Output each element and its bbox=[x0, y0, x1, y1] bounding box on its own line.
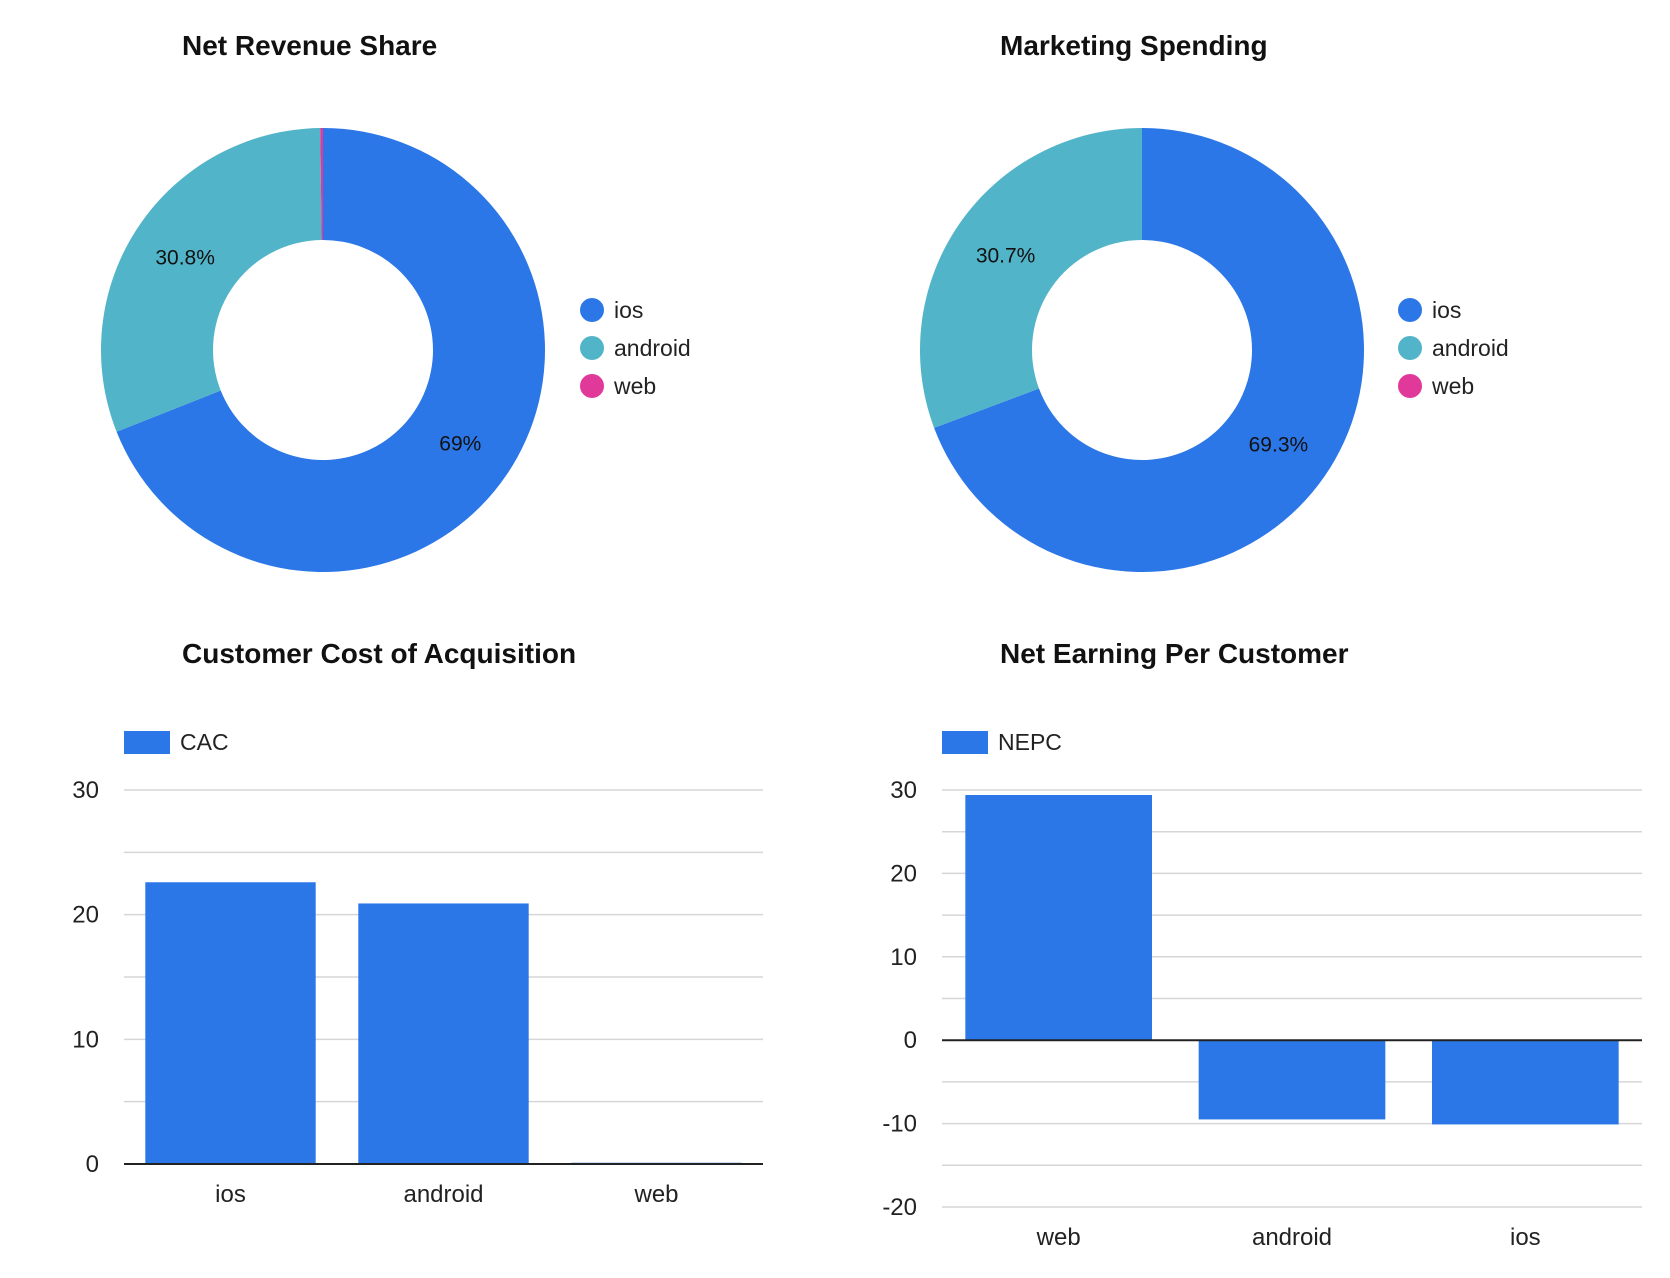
slice-label-ios: 69.3% bbox=[1249, 434, 1309, 457]
legend-label: android bbox=[614, 334, 691, 361]
y-tick-label: 0 bbox=[904, 1027, 917, 1054]
cac-legend: CAC bbox=[124, 723, 229, 761]
marketing-spending-title: Marketing Spending bbox=[1000, 30, 1268, 61]
y-tick-label: 10 bbox=[890, 944, 917, 971]
legend-label: NEPC bbox=[998, 728, 1062, 755]
legend-label: web bbox=[1432, 372, 1475, 399]
bar-android bbox=[1198, 1040, 1386, 1120]
x-tick-label: ios bbox=[1510, 1224, 1541, 1251]
legend-item-web: web bbox=[580, 367, 691, 405]
revenue-share-panel: Net Revenue Share 69% 30.8% ios android w… bbox=[0, 0, 835, 600]
legend-dot-ios bbox=[1398, 298, 1422, 322]
legend-swatch-nepc bbox=[942, 730, 988, 754]
legend-item-android: android bbox=[1398, 329, 1509, 367]
slice-label-android: 30.7% bbox=[976, 244, 1036, 267]
legend-item-web: web bbox=[1398, 367, 1509, 405]
legend-dot-ios bbox=[580, 298, 604, 322]
y-tick-label: -10 bbox=[882, 1111, 917, 1138]
y-tick-label: 10 bbox=[72, 1026, 99, 1053]
cac-title: Customer Cost of Acquisition bbox=[182, 638, 577, 669]
legend-dot-android bbox=[1398, 336, 1422, 360]
legend-item-ios: ios bbox=[580, 291, 691, 329]
legend-label: CAC bbox=[180, 728, 229, 755]
y-tick-label: 0 bbox=[86, 1151, 99, 1178]
donut-slice-android bbox=[920, 128, 1142, 428]
y-tick-label: 20 bbox=[890, 860, 917, 887]
slice-label-ios: 69% bbox=[439, 432, 481, 455]
nepc-title: Net Earning Per Customer bbox=[1000, 638, 1349, 669]
y-tick-label: 30 bbox=[890, 777, 917, 804]
marketing-spending-donut: 69.3% 30.7% bbox=[920, 128, 1364, 572]
x-tick-label: web bbox=[1036, 1224, 1081, 1251]
bar-android bbox=[358, 903, 529, 1164]
legend-item-android: android bbox=[580, 329, 691, 367]
cac-panel: Customer Cost of Acquisition CAC 0 10 20 30… bbox=[0, 600, 835, 1278]
x-tick-label: android bbox=[403, 1181, 483, 1208]
donut-slice-ios bbox=[934, 128, 1364, 572]
y-tick-label: -20 bbox=[882, 1194, 917, 1221]
legend-dot-web bbox=[1398, 374, 1422, 398]
nepc-bar-chart: -20 -10 0 10 20 30 web android ios bbox=[882, 777, 1642, 1251]
legend-dot-web bbox=[580, 374, 604, 398]
slice-label-android: 30.8% bbox=[155, 247, 215, 270]
x-tick-label: ios bbox=[215, 1181, 246, 1208]
x-tick-label: android bbox=[1252, 1224, 1332, 1251]
revenue-share-donut: 69% 30.8% bbox=[101, 128, 545, 572]
legend-label: web bbox=[614, 372, 657, 399]
marketing-spending-panel: Marketing Spending 69.3% 30.7% ios androi… bbox=[835, 0, 1670, 600]
nepc-legend: NEPC bbox=[942, 723, 1062, 761]
legend-swatch-cac bbox=[124, 730, 170, 754]
donut-slice-ios bbox=[116, 128, 545, 572]
x-tick-label: web bbox=[633, 1181, 678, 1208]
bar-web bbox=[965, 795, 1152, 1041]
revenue-share-legend: ios android web bbox=[580, 291, 691, 405]
donut-slice-android bbox=[101, 128, 322, 432]
legend-item-nepc: NEPC bbox=[942, 723, 1062, 761]
marketing-spending-legend: ios android web bbox=[1398, 291, 1509, 405]
legend-label: ios bbox=[1432, 296, 1462, 323]
legend-label: ios bbox=[614, 296, 644, 323]
legend-item-cac: CAC bbox=[124, 723, 229, 761]
donut-slice-web bbox=[320, 128, 323, 241]
y-tick-label: 20 bbox=[72, 902, 99, 929]
y-tick-label: 30 bbox=[72, 777, 99, 804]
legend-dot-android bbox=[580, 336, 604, 360]
bar-ios bbox=[145, 882, 316, 1164]
revenue-share-title: Net Revenue Share bbox=[182, 30, 438, 61]
nepc-panel: Net Earning Per Customer NEPC -20 -10 0 10 2… bbox=[835, 600, 1670, 1278]
legend-label: android bbox=[1432, 334, 1509, 361]
cac-bar-chart: 0 10 20 30 ios android web bbox=[72, 777, 763, 1208]
bar-ios bbox=[1432, 1040, 1619, 1125]
legend-item-ios: ios bbox=[1398, 291, 1509, 329]
